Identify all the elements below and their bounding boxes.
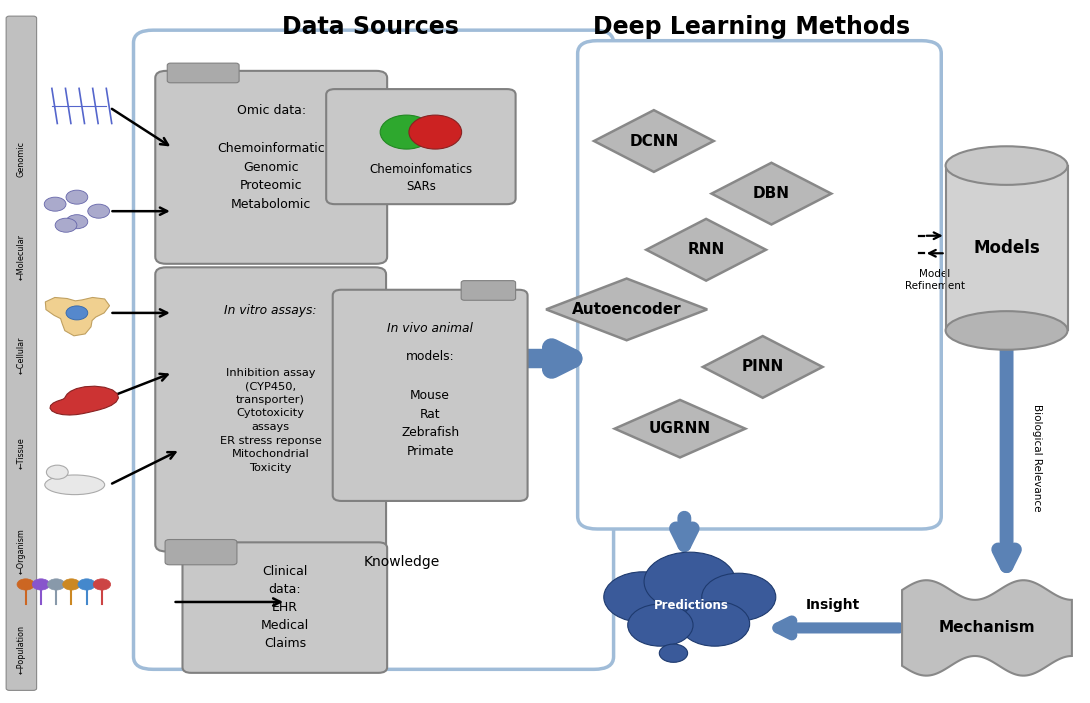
Text: Biological Relevance: Biological Relevance (1032, 404, 1042, 512)
FancyBboxPatch shape (326, 89, 516, 204)
Text: RNN: RNN (688, 243, 725, 257)
FancyBboxPatch shape (182, 542, 387, 673)
Polygon shape (594, 110, 714, 172)
Circle shape (66, 214, 88, 228)
Circle shape (702, 573, 776, 621)
Text: Model
Refinement: Model Refinement (905, 269, 965, 291)
Text: ←Cellular: ←Cellular (16, 336, 26, 374)
Circle shape (94, 579, 111, 590)
Polygon shape (712, 163, 832, 224)
Circle shape (659, 644, 688, 662)
Polygon shape (615, 400, 746, 458)
Circle shape (409, 115, 461, 149)
Circle shape (48, 579, 65, 590)
Polygon shape (50, 386, 119, 415)
Text: models:: models: (405, 350, 455, 363)
Circle shape (56, 218, 77, 232)
Ellipse shape (946, 146, 1067, 185)
Circle shape (78, 579, 96, 590)
FancyBboxPatch shape (578, 41, 942, 529)
Text: ←Tissue: ←Tissue (16, 437, 26, 469)
Circle shape (33, 579, 50, 590)
Text: Chemoinformatic
Genomic
Proteomic
Metabolomic: Chemoinformatic Genomic Proteomic Metabo… (217, 142, 325, 210)
Text: Autoencoder: Autoencoder (572, 302, 681, 317)
Circle shape (628, 604, 693, 646)
Text: Predictions: Predictions (653, 599, 728, 612)
Text: Clinical
data:
EHR
Medical
Claims: Clinical data: EHR Medical Claims (261, 565, 308, 650)
Text: ←Population: ←Population (16, 625, 26, 674)
Polygon shape (546, 278, 707, 340)
Text: DCNN: DCNN (629, 134, 678, 148)
Circle shape (604, 572, 682, 622)
Text: Omic data:: Omic data: (237, 103, 306, 117)
Circle shape (66, 306, 88, 320)
Ellipse shape (45, 475, 105, 495)
Circle shape (63, 579, 81, 590)
FancyBboxPatch shape (155, 71, 387, 264)
Circle shape (680, 601, 750, 646)
Text: In vitro assays:: In vitro assays: (225, 304, 317, 317)
Polygon shape (46, 297, 109, 336)
Text: Knowledge: Knowledge (363, 555, 439, 569)
Text: Mechanism: Mechanism (938, 621, 1036, 636)
Text: Mouse
Rat
Zebrafish
Primate: Mouse Rat Zebrafish Primate (401, 389, 459, 458)
Text: Insight: Insight (806, 598, 860, 612)
Text: DBN: DBN (753, 186, 790, 201)
Polygon shape (903, 580, 1071, 676)
Text: ←Organism: ←Organism (16, 529, 26, 574)
Polygon shape (646, 219, 766, 280)
Circle shape (66, 190, 88, 204)
Ellipse shape (946, 311, 1067, 350)
Text: In vivo animal: In vivo animal (387, 322, 473, 335)
FancyBboxPatch shape (165, 539, 237, 565)
Circle shape (644, 552, 736, 611)
Text: Genomic: Genomic (16, 141, 26, 176)
Circle shape (88, 204, 110, 218)
Text: UGRNN: UGRNN (649, 421, 711, 436)
Text: Models: Models (973, 239, 1040, 257)
Circle shape (17, 579, 35, 590)
FancyBboxPatch shape (167, 63, 239, 83)
Text: ←Molecular: ←Molecular (16, 234, 26, 280)
FancyBboxPatch shape (155, 267, 386, 551)
Text: PINN: PINN (741, 359, 784, 375)
Text: Deep Learning Methods: Deep Learning Methods (593, 15, 910, 39)
FancyBboxPatch shape (7, 16, 37, 690)
Circle shape (380, 115, 433, 149)
Text: Chemoinfomatics
SARs: Chemoinfomatics SARs (370, 163, 472, 193)
FancyBboxPatch shape (332, 290, 528, 501)
Circle shape (47, 465, 69, 479)
FancyBboxPatch shape (133, 30, 614, 669)
FancyBboxPatch shape (461, 280, 516, 300)
Polygon shape (946, 166, 1067, 330)
Text: Inhibition assay
(CYP450,
transporter)
Cytotoxicity
assays
ER stress reponse
Mit: Inhibition assay (CYP450, transporter) C… (220, 368, 322, 473)
Circle shape (45, 197, 66, 211)
Polygon shape (703, 336, 823, 398)
Text: Data Sources: Data Sources (282, 15, 459, 39)
